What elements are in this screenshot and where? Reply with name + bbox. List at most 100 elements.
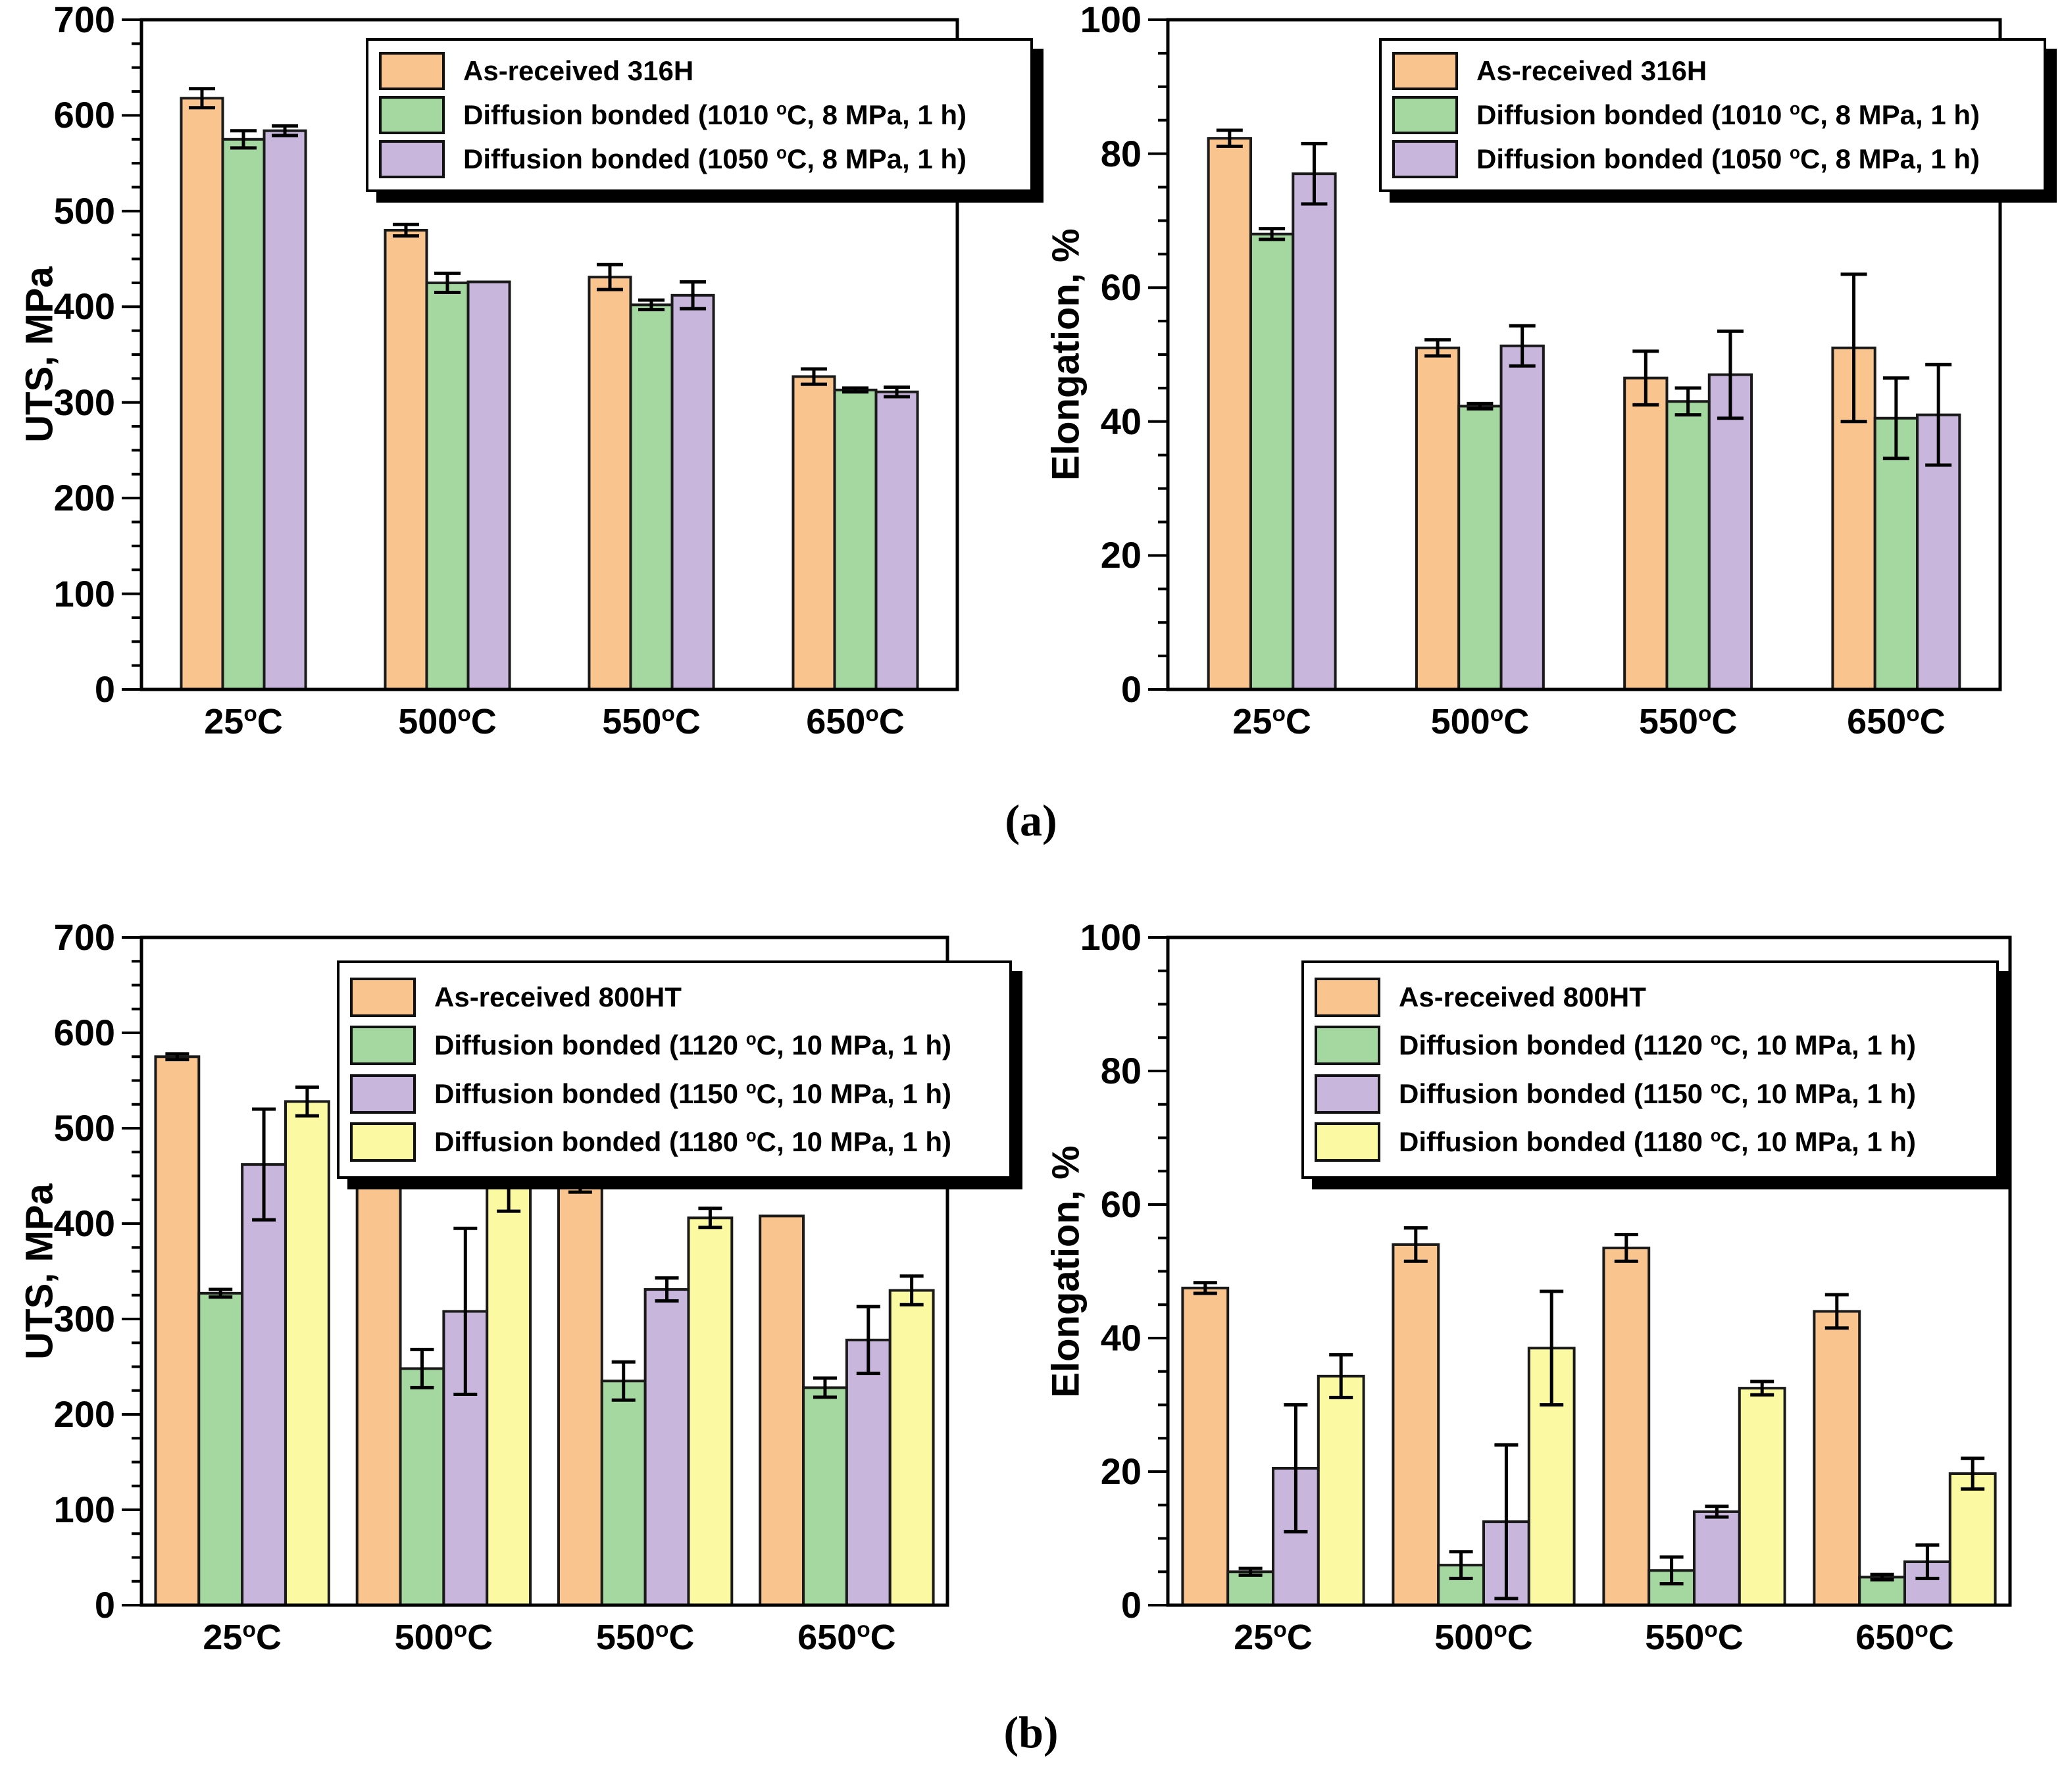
y-tick-label: 0 <box>1120 1584 1142 1626</box>
legend-item: Diffusion bonded (1180 oC, 10 MPa, 1 h) <box>1315 1122 1986 1162</box>
legend-item: Diffusion bonded (1150 oC, 10 MPa, 1 h) <box>350 1074 999 1114</box>
bar <box>1665 400 1711 691</box>
legend-swatch-icon <box>1315 1026 1380 1066</box>
x-tick-label: 25oC <box>1232 702 1311 741</box>
legend-item: Diffusion bonded (1150 oC, 10 MPa, 1 h) <box>1315 1074 1986 1114</box>
legend-item: Diffusion bonded (1180 oC, 10 MPa, 1 h) <box>350 1122 999 1162</box>
legend-item: Diffusion bonded (1050 oC, 8 MPa, 1 h) <box>1392 140 2033 178</box>
bar <box>1207 137 1252 691</box>
legend-swatch-icon <box>379 140 445 178</box>
legend-swatch-icon <box>350 1074 416 1114</box>
y-tick-label: 200 <box>53 1393 115 1435</box>
y-tick-label: 80 <box>1100 1050 1142 1091</box>
x-tick-label: 550oC <box>1638 702 1738 741</box>
x-tick-label: 500oC <box>1430 702 1530 741</box>
legend-item: Diffusion bonded (1010 oC, 8 MPa, 1 h) <box>379 96 1020 134</box>
x-tick-label: 550oC <box>595 1618 695 1657</box>
y-tick-label: 0 <box>94 668 115 710</box>
bar <box>1226 1570 1274 1606</box>
y-tick-label: 500 <box>53 1107 115 1149</box>
legend-item: As-received 316H <box>1392 52 2033 90</box>
y-tick-label: 300 <box>53 381 115 423</box>
y-tick-label: 100 <box>1080 0 1142 40</box>
x-tick-label: 650oC <box>1855 1618 1954 1657</box>
legend-swatch-icon <box>350 1122 416 1162</box>
y-tick-label: 100 <box>53 1489 115 1530</box>
y-tick-label: 0 <box>94 1584 115 1626</box>
bar <box>1623 376 1669 691</box>
y-tick-label: 400 <box>53 286 115 328</box>
legend-swatch-icon <box>1392 96 1458 134</box>
legend-swatch-icon <box>379 52 445 90</box>
legend-swatch-icon <box>350 1026 416 1066</box>
legend-label: Diffusion bonded (1150 oC, 10 MPa, 1 h) <box>434 1077 952 1109</box>
y-tick-label: 0 <box>1120 668 1142 710</box>
bar <box>1392 1243 1440 1606</box>
bar <box>643 1288 690 1607</box>
bar <box>1415 346 1461 691</box>
y-tick-label: 100 <box>53 572 115 614</box>
x-tick-label: 500oC <box>1434 1618 1533 1657</box>
bar <box>1948 1472 1997 1606</box>
x-tick-label: 650oC <box>1847 702 1946 741</box>
bar <box>399 1367 445 1606</box>
legend-swatch-icon <box>379 96 445 134</box>
legend: As-received 800HT Diffusion bonded (1120 … <box>1301 960 1999 1179</box>
x-tick-label: 500oC <box>394 1618 493 1657</box>
plot-frame <box>139 935 949 1607</box>
y-tick-label: 200 <box>53 477 115 519</box>
legend-label: Diffusion bonded (1120 oC, 10 MPa, 1 h) <box>434 1029 952 1061</box>
bar <box>1693 1510 1741 1606</box>
bar <box>425 281 470 691</box>
legend-item: As-received 800HT <box>1315 977 1986 1017</box>
legend-label: Diffusion bonded (1050 oC, 8 MPa, 1 h) <box>463 142 967 174</box>
bar <box>1813 1310 1861 1607</box>
bar <box>588 276 632 691</box>
y-axis-title: Elongation, % <box>1044 1145 1088 1398</box>
x-tick-label: 550oC <box>1645 1618 1744 1657</box>
legend-label: As-received 800HT <box>434 981 682 1012</box>
y-tick-label: 500 <box>53 189 115 232</box>
y-tick-label: 20 <box>1100 1451 1142 1492</box>
legend-item: Diffusion bonded (1010 oC, 8 MPa, 1 h) <box>1392 96 2033 134</box>
bar <box>1738 1387 1786 1606</box>
bar <box>154 1055 201 1606</box>
bar <box>1317 1374 1365 1606</box>
y-tick-label: 700 <box>53 916 115 958</box>
panel-label-b: (b) <box>1003 1707 1059 1757</box>
x-tick-label: 650oC <box>797 1618 896 1657</box>
legend-swatch-icon <box>350 977 416 1017</box>
legend-swatch-icon <box>1315 1074 1380 1114</box>
legend-item: Diffusion bonded (1050 oC, 8 MPa, 1 h) <box>379 140 1020 178</box>
bar <box>1499 344 1545 691</box>
legend-item: As-received 800HT <box>350 977 999 1017</box>
legend-swatch-icon <box>1392 52 1458 90</box>
bar <box>466 280 511 691</box>
legend-swatch-icon <box>1315 977 1380 1017</box>
y-tick-label: 600 <box>53 94 115 136</box>
y-tick-label: 80 <box>1100 132 1142 174</box>
plot-frame <box>139 18 959 691</box>
y-tick-label: 700 <box>53 0 115 40</box>
legend-item: Diffusion bonded (1120 oC, 10 MPa, 1 h) <box>350 1026 999 1066</box>
y-tick-label: 20 <box>1100 534 1142 576</box>
plot-frame <box>1166 935 2012 1607</box>
legend-label: As-received 316H <box>463 55 694 86</box>
y-tick-label: 300 <box>53 1298 115 1339</box>
x-tick-label: 500oC <box>398 702 497 741</box>
legend-item: Diffusion bonded (1120 oC, 10 MPa, 1 h) <box>1315 1026 1986 1066</box>
bar <box>284 1100 330 1606</box>
x-tick-label: 650oC <box>806 702 905 741</box>
legend-label: Diffusion bonded (1010 oC, 8 MPa, 1 h) <box>463 98 967 130</box>
bar <box>221 137 266 691</box>
legend: As-received 800HT Diffusion bonded (1120 … <box>337 960 1012 1179</box>
x-tick-label: 25oC <box>203 1618 282 1657</box>
bar <box>1602 1246 1651 1606</box>
legend-label: Diffusion bonded (1120 oC, 10 MPa, 1 h) <box>1399 1029 1917 1061</box>
legend-label: Diffusion bonded (1150 oC, 10 MPa, 1 h) <box>1399 1077 1917 1109</box>
